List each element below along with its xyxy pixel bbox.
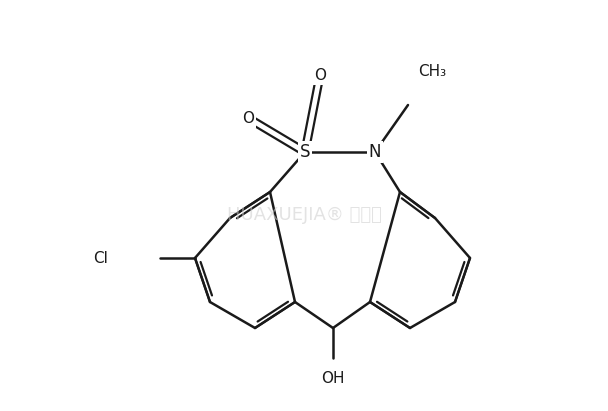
Text: Cl: Cl xyxy=(93,250,108,266)
Text: S: S xyxy=(300,143,310,161)
Text: CH₃: CH₃ xyxy=(418,65,446,79)
Text: N: N xyxy=(368,143,381,161)
Text: O: O xyxy=(314,67,326,83)
Text: HUAXUEJIA® 化学加: HUAXUEJIA® 化学加 xyxy=(227,206,381,224)
Text: O: O xyxy=(242,111,254,125)
Text: OH: OH xyxy=(321,370,345,386)
